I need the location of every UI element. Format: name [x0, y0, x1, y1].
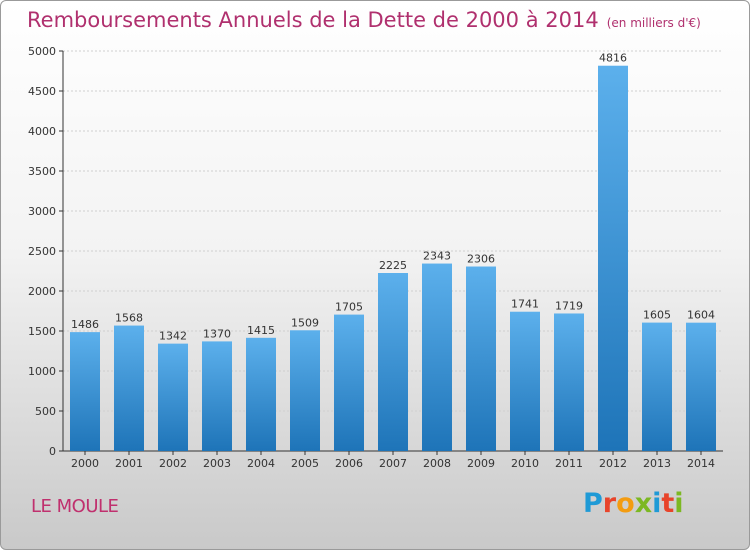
y-tick-label: 2500 [28, 245, 56, 258]
bar-value-label: 1605 [643, 309, 671, 322]
y-tick-label: 3500 [28, 165, 56, 178]
bar-2006 [334, 314, 364, 451]
commune-name: LE MOULE [31, 496, 119, 517]
bar-value-label: 1719 [555, 299, 583, 312]
x-tick-label: 2012 [599, 457, 627, 470]
bar-value-label: 2225 [379, 259, 407, 272]
x-tick-label: 2014 [687, 457, 715, 470]
bar-2003 [202, 341, 232, 451]
x-tick-label: 2004 [247, 457, 275, 470]
bar-2008 [422, 263, 452, 451]
bar-value-label: 1415 [247, 324, 275, 337]
bar-value-label: 1486 [71, 318, 99, 331]
bar-value-label: 1741 [511, 298, 539, 311]
x-tick-label: 2007 [379, 457, 407, 470]
y-tick-label: 1500 [28, 325, 56, 338]
y-tick-label: 4000 [28, 125, 56, 138]
bar-value-label: 1705 [335, 301, 363, 314]
bar-value-label: 2343 [423, 250, 451, 263]
x-tick-label: 2001 [115, 457, 143, 470]
x-tick-label: 2013 [643, 457, 671, 470]
x-tick-label: 2008 [423, 457, 451, 470]
bar-2002 [158, 343, 188, 451]
labels: 0 500 1000 1500 2000 2500 3000 3500 4000 4500 5000… [28, 45, 715, 470]
x-tick-label: 2005 [291, 457, 319, 470]
proxiti-logo: Proxiti [583, 488, 684, 519]
bar-2000 [70, 332, 100, 451]
y-tick-label: 2000 [28, 285, 56, 298]
bar-2001 [114, 325, 144, 451]
y-tick-label: 3000 [28, 205, 56, 218]
x-tick-label: 2003 [203, 457, 231, 470]
x-tick-label: 2010 [511, 457, 539, 470]
bars [70, 65, 716, 451]
bar-2004 [246, 337, 276, 451]
chart-title: Remboursements Annuels de la Dette de 20… [27, 8, 701, 32]
x-tick-label: 2002 [159, 457, 187, 470]
bar-2007 [378, 273, 408, 451]
y-tick-label: 5000 [28, 45, 56, 58]
y-tick-label: 4500 [28, 85, 56, 98]
bar-2009 [466, 266, 496, 451]
y-tick-label: 0 [49, 445, 56, 458]
bar-2012 [598, 65, 628, 451]
x-tick-label: 2000 [71, 457, 99, 470]
bar-value-label: 1370 [203, 327, 231, 340]
bar-2013 [642, 322, 672, 451]
bar-2014 [686, 322, 716, 451]
x-tick-label: 2009 [467, 457, 495, 470]
bar-value-label: 1604 [687, 309, 715, 322]
x-tick-label: 2011 [555, 457, 583, 470]
bar-2010 [510, 311, 540, 451]
bar-value-label: 1342 [159, 330, 187, 343]
bar-value-label: 2306 [467, 253, 495, 266]
bar-2011 [554, 313, 584, 451]
bar-value-label: 1568 [115, 312, 143, 325]
bar-value-label: 1509 [291, 316, 319, 329]
y-tick-label: 500 [35, 405, 56, 418]
chart-unit: (en milliers d'€) [606, 16, 701, 30]
chart-title-text: Remboursements Annuels de la Dette de 20… [27, 8, 599, 32]
x-tick-label: 2006 [335, 457, 363, 470]
bar-2005 [290, 330, 320, 451]
bar-value-label: 4816 [599, 52, 627, 65]
y-tick-label: 1000 [28, 365, 56, 378]
